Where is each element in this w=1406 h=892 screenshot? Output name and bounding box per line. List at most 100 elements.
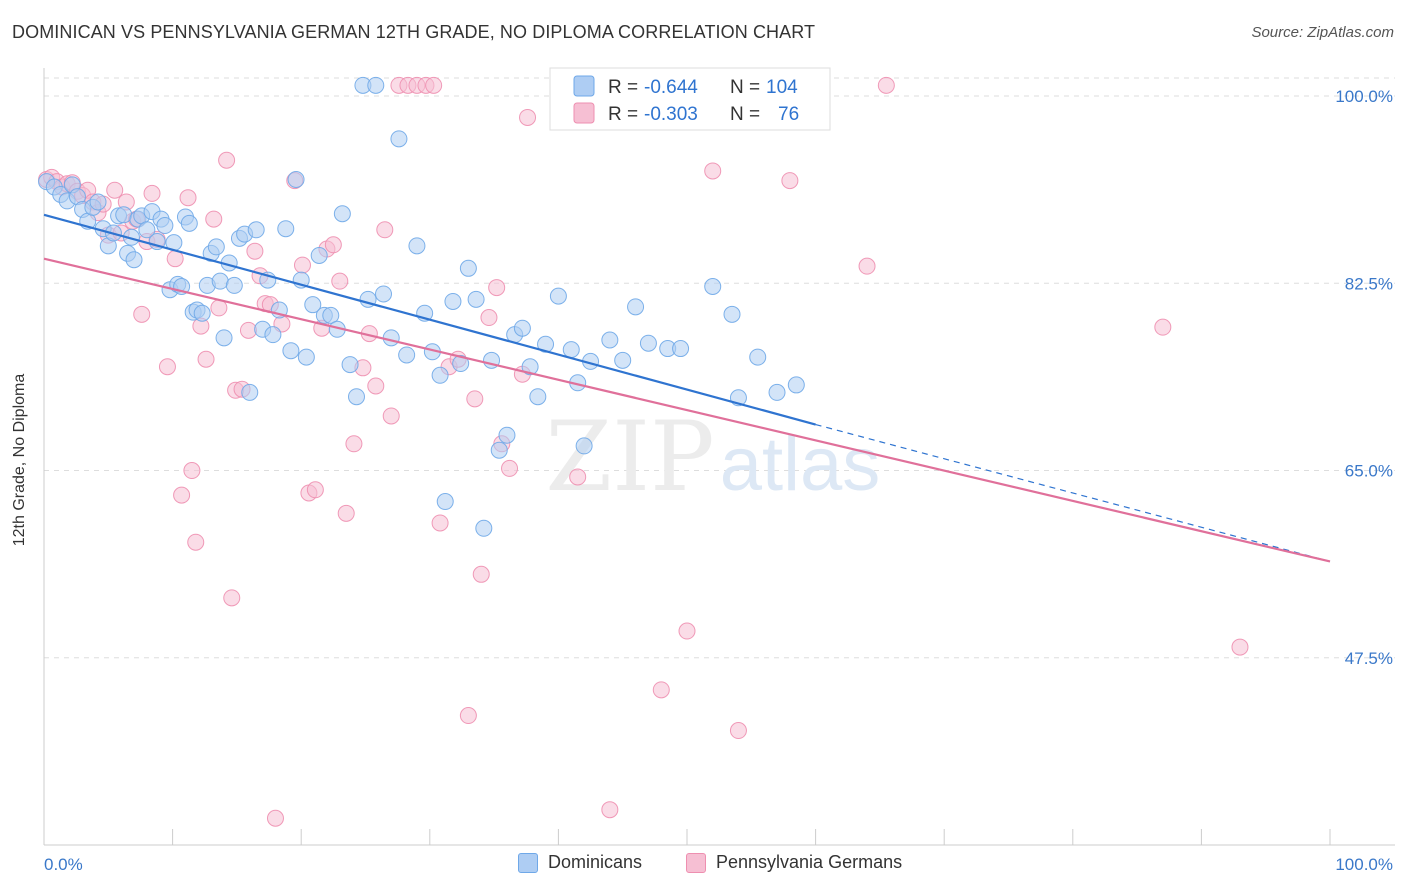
point-dominicans [367, 76, 385, 94]
point-pennsylvania-germans [158, 358, 176, 376]
point-dominicans [627, 298, 645, 316]
stats-legend-box [549, 67, 831, 131]
point-pennsylvania-germans [652, 681, 670, 699]
trend-line-dominicans [43, 213, 816, 426]
point-pennsylvania-germans [858, 257, 876, 275]
point-pennsylvania-germans [179, 189, 197, 207]
point-dominicans [277, 220, 295, 238]
point-dominicans [575, 437, 593, 455]
point-pennsylvania-germans [345, 435, 363, 453]
axes [43, 68, 1395, 846]
points-dominicans [38, 76, 805, 537]
point-dominicans [89, 193, 107, 211]
y-tick-label: 47.5% [1345, 649, 1393, 668]
point-pennsylvania-germans [223, 589, 241, 607]
stats-r-label-0: R = [608, 77, 638, 98]
point-pennsylvania-germans [781, 172, 799, 190]
chart-title: DOMINICAN VS PENNSYLVANIA GERMAN 12TH GR… [12, 22, 816, 42]
point-dominicans [264, 326, 282, 344]
point-pennsylvania-germans [425, 76, 443, 94]
stats-n-label-1: N = [730, 104, 760, 125]
point-pennsylvania-germans [569, 468, 587, 486]
source-label: Source: ZipAtlas.com [1251, 24, 1394, 41]
point-dominicans [562, 341, 580, 359]
point-pennsylvania-germans [246, 242, 264, 260]
stats-legend: R = -0.644 N = 104 R = -0.303 N = 76 [549, 67, 831, 131]
point-dominicans [444, 292, 462, 310]
point-pennsylvania-germans [382, 407, 400, 425]
point-pennsylvania-germans [729, 722, 747, 740]
point-pennsylvania-germans [183, 462, 201, 480]
point-pennsylvania-germans [466, 390, 484, 408]
point-dominicans [310, 246, 328, 264]
point-dominicans [513, 319, 531, 337]
point-dominicans [287, 171, 305, 189]
point-dominicans [390, 130, 408, 148]
legend-swatch-dominicans [518, 852, 538, 873]
point-pennsylvania-germans [678, 622, 696, 640]
stats-n-value-1: 76 [778, 104, 799, 125]
point-pennsylvania-germans [133, 305, 151, 323]
legend-item-pennsylvania-germans[interactable]: Pennsylvania Germans [686, 852, 902, 873]
point-pennsylvania-germans [519, 108, 537, 126]
point-pennsylvania-germans [480, 309, 498, 327]
legend-swatch-pennsylvania-germans [686, 852, 706, 873]
point-dominicans [723, 305, 741, 323]
point-dominicans [241, 383, 259, 401]
point-pennsylvania-germans [601, 801, 619, 819]
stats-r-value-1: -0.303 [644, 104, 698, 125]
point-dominicans [247, 221, 265, 239]
point-dominicans [490, 441, 508, 459]
trend-lines [43, 213, 1331, 563]
point-pennsylvania-germans [197, 350, 215, 368]
y-tick-label: 100.0% [1335, 87, 1393, 106]
point-pennsylvania-germans [331, 272, 349, 290]
point-pennsylvania-germans [472, 565, 490, 583]
tick-labels: 47.5% 65.0% 82.5% 100.0% 0.0% 100.0% [44, 87, 1393, 874]
stats-legend-swatch-pink [573, 102, 595, 124]
point-dominicans [347, 388, 365, 406]
point-dominicans [193, 304, 211, 322]
point-dominicans [156, 217, 174, 235]
trend-line-dominicans-extension [815, 423, 1331, 563]
point-dominicans [211, 272, 229, 290]
point-dominicans [459, 259, 477, 277]
point-pennsylvania-germans [266, 809, 284, 827]
point-dominicans [382, 329, 400, 347]
point-dominicans [282, 342, 300, 360]
point-pennsylvania-germans [376, 221, 394, 239]
point-pennsylvania-germans [187, 533, 205, 551]
point-dominicans [614, 351, 632, 369]
point-dominicans [297, 348, 315, 366]
point-dominicans [467, 290, 485, 308]
legend-label-dominicans: Dominicans [548, 852, 643, 872]
point-dominicans [322, 306, 340, 324]
point-dominicans [639, 334, 657, 352]
stats-n-label-0: N = [730, 77, 760, 98]
point-pennsylvania-germans [488, 279, 506, 297]
watermark-zip: ZIP [545, 401, 714, 513]
point-dominicans [398, 346, 416, 364]
point-pennsylvania-germans [306, 481, 324, 499]
point-pennsylvania-germans [1154, 318, 1172, 336]
point-pennsylvania-germans [106, 181, 124, 199]
point-pennsylvania-germans [337, 504, 355, 522]
point-dominicans [749, 348, 767, 366]
point-dominicans [537, 335, 555, 353]
point-dominicans [672, 340, 690, 358]
x-tick-label: 100.0% [1335, 855, 1393, 874]
point-dominicans [341, 356, 359, 374]
legend-label-pennsylvania-germans: Pennsylvania Germans [716, 852, 903, 872]
stats-r-label-1: R = [608, 104, 638, 125]
point-dominicans [601, 331, 619, 349]
point-pennsylvania-germans [293, 256, 311, 274]
point-dominicans [787, 376, 805, 394]
point-dominicans [452, 355, 470, 373]
point-pennsylvania-germans [1231, 638, 1249, 656]
y-tick-label: 82.5% [1345, 274, 1393, 293]
legend-item-dominicans[interactable]: Dominicans [518, 852, 642, 873]
point-dominicans [180, 214, 198, 232]
stats-r-value-0: -0.644 [644, 77, 698, 98]
watermark-atlas: atlas [720, 422, 881, 507]
